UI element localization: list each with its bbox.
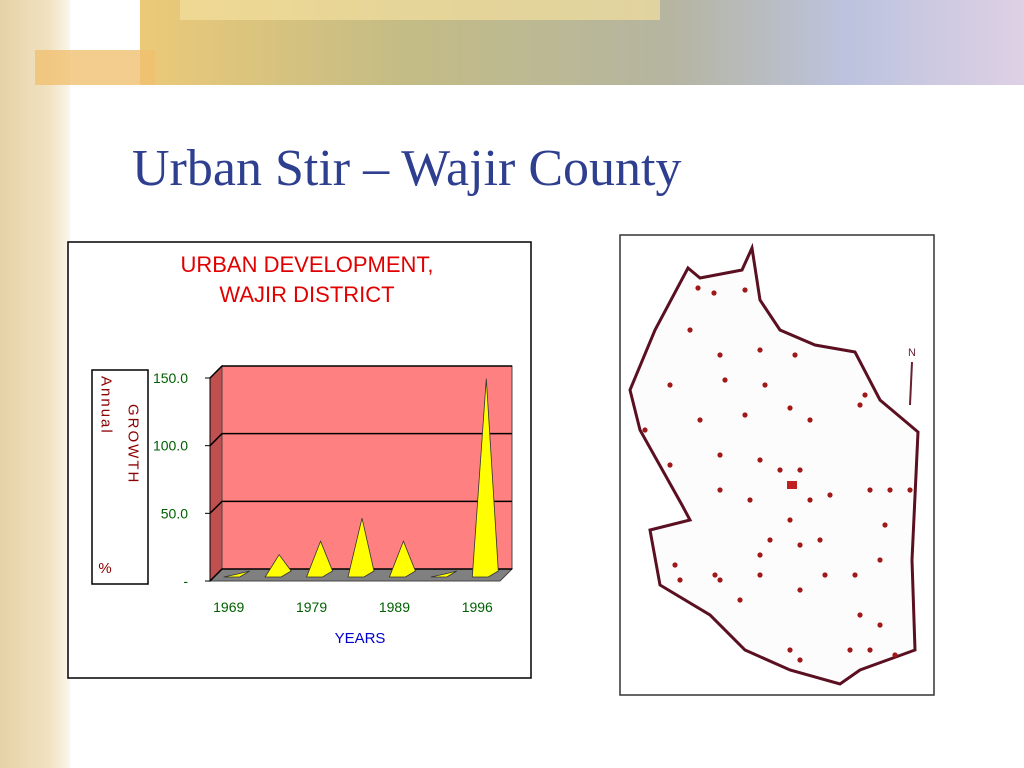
map-dot	[797, 542, 803, 548]
map-dot	[642, 427, 648, 433]
map-dot	[757, 552, 763, 558]
map-dot	[862, 392, 868, 398]
map-dot	[787, 405, 793, 411]
map-dot	[867, 487, 873, 493]
y-tick-label: -	[183, 573, 188, 589]
map-dot	[907, 487, 913, 493]
map-dot	[807, 497, 813, 503]
north-label: N	[908, 347, 916, 359]
map-dot	[822, 572, 828, 578]
map-town	[787, 481, 797, 489]
map-dot	[762, 382, 768, 388]
bar	[264, 553, 292, 578]
map-dot	[717, 352, 723, 358]
bar	[388, 540, 416, 578]
slide-title: Urban Stir – Wajir County	[132, 140, 681, 197]
y-axis-label: Annual	[98, 376, 115, 435]
map-dot	[877, 622, 883, 628]
map-dot	[797, 587, 803, 593]
map-dot	[672, 562, 678, 568]
map-dot	[882, 522, 888, 528]
bar	[223, 570, 250, 578]
map-dot	[737, 597, 743, 603]
grid-line	[209, 568, 512, 582]
map-dot	[787, 647, 793, 653]
map-dot	[677, 577, 683, 583]
bar	[471, 378, 499, 578]
y-axis-label: %	[98, 560, 113, 577]
map-dot	[892, 652, 898, 658]
y-tick-label: 50.0	[161, 505, 188, 521]
map-dot	[797, 467, 803, 473]
map-dot	[717, 487, 723, 493]
y-tick-label: 150.0	[153, 370, 188, 386]
map-dot	[817, 537, 823, 543]
map-dot	[697, 417, 703, 423]
chart: URBAN DEVELOPMENT, WAJIR DISTRICT Annual GR…	[98, 252, 514, 647]
x-tick-label: 1969	[213, 599, 244, 615]
map-dot	[757, 572, 763, 578]
grid-line	[209, 432, 512, 447]
banner-piece	[180, 0, 660, 20]
bar	[305, 540, 334, 578]
map-dot	[742, 412, 748, 418]
y-label-box	[91, 369, 149, 585]
map-dot	[867, 647, 873, 653]
x-tick-label: 1979	[296, 599, 327, 615]
map-dot	[857, 402, 863, 408]
map-dot	[767, 537, 773, 543]
map-dot	[852, 572, 858, 578]
map-dot	[717, 452, 723, 458]
map-dot	[847, 647, 853, 653]
map-dot	[711, 290, 717, 296]
map-dot	[695, 285, 701, 291]
map-dot	[747, 497, 753, 503]
map-dot	[792, 352, 798, 358]
banner-piece	[35, 50, 155, 85]
map-dot	[887, 487, 893, 493]
map-dot	[827, 492, 833, 498]
map-dot	[667, 462, 673, 468]
map-dot	[722, 377, 728, 383]
grid-line	[209, 365, 512, 379]
map-dot	[717, 577, 723, 583]
chart-title: URBAN DEVELOPMENT,	[180, 252, 433, 277]
map-dot	[742, 287, 748, 293]
y-axis-label: GROWTH	[125, 404, 142, 484]
x-axis-label: YEARS	[335, 630, 386, 647]
map-dot	[712, 572, 718, 578]
map-dot	[757, 457, 763, 463]
map-dot	[807, 417, 813, 423]
map-dot	[667, 382, 673, 388]
map-outline	[628, 242, 920, 686]
map-dot	[757, 347, 763, 353]
plot-side-wall	[209, 364, 223, 583]
grid-line	[209, 500, 512, 514]
side-texture	[0, 0, 70, 768]
north-arrow	[909, 361, 913, 406]
map-dot	[787, 517, 793, 523]
bar	[430, 570, 458, 578]
bar	[347, 518, 375, 578]
map-dot	[777, 467, 783, 473]
map-dots	[642, 285, 913, 663]
map-dot	[797, 657, 803, 663]
x-tick-label: 1989	[379, 599, 410, 615]
map-dot	[857, 612, 863, 618]
chart-title: WAJIR DISTRICT	[219, 282, 394, 307]
map-dot	[877, 557, 883, 563]
y-tick-label: 100.0	[153, 438, 188, 454]
map-dot	[687, 327, 693, 333]
x-tick-label: 1996	[462, 599, 493, 615]
